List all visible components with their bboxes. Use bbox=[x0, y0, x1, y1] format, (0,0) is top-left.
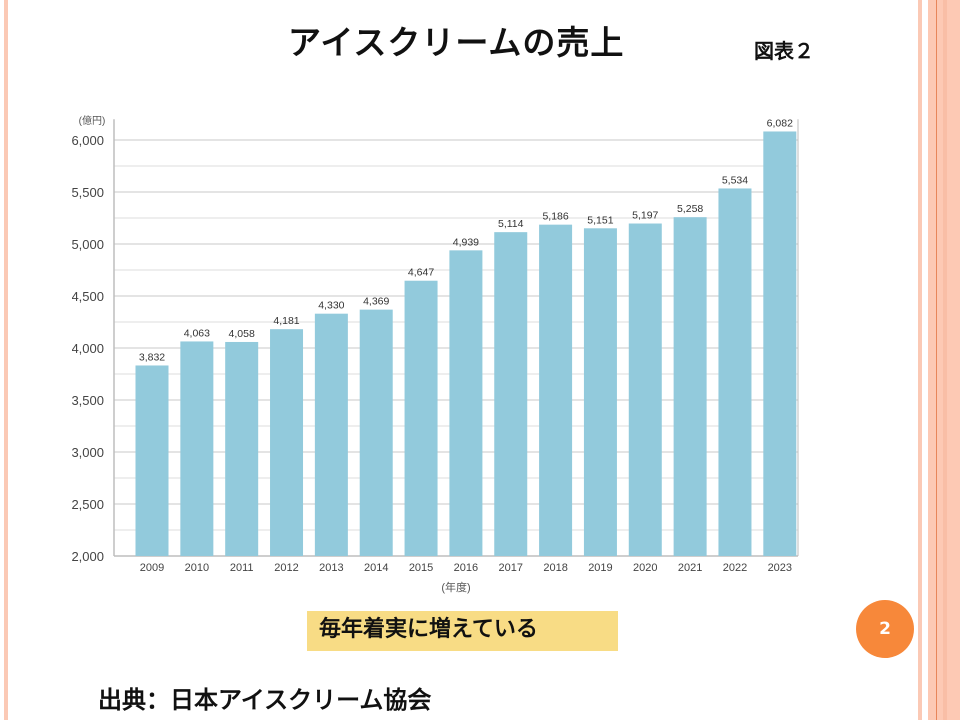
source-citation: 出典：日本アイスクリーム協会 bbox=[98, 686, 432, 714]
bars bbox=[135, 131, 797, 557]
value-label: 4,063 bbox=[184, 327, 210, 339]
x-tick-label: 2017 bbox=[499, 562, 523, 574]
bar bbox=[225, 341, 259, 556]
bar bbox=[135, 365, 169, 556]
bar bbox=[404, 280, 438, 556]
x-tick-label: 2010 bbox=[185, 562, 209, 574]
x-tick-label: 2019 bbox=[588, 562, 612, 574]
x-tick-label: 2023 bbox=[768, 562, 792, 574]
value-label: 4,181 bbox=[273, 315, 299, 327]
bar bbox=[449, 250, 483, 556]
figure-label: 図表２ bbox=[754, 39, 814, 63]
bar bbox=[180, 341, 214, 556]
right-stripe-thin bbox=[918, 0, 922, 720]
y-axis-label: (億円) bbox=[79, 114, 106, 127]
value-labels: 3,832 4,063 4,058 4,181 4,330 4,369 4,647 4,939… bbox=[139, 117, 793, 363]
note-highlight: 毎年着実に増えている bbox=[307, 611, 618, 651]
y-tick-label: 6,000 bbox=[71, 133, 104, 148]
x-tick-label: 2020 bbox=[633, 562, 657, 574]
bar bbox=[270, 329, 304, 556]
value-label: 6,082 bbox=[767, 117, 793, 129]
value-label: 4,369 bbox=[363, 296, 389, 308]
x-tick-labels: 2009 2010 2011 2012 2013 2014 2015 2016 2017 2018… bbox=[140, 562, 792, 574]
value-label: 5,114 bbox=[498, 218, 524, 230]
bar bbox=[583, 228, 617, 556]
value-label: 5,197 bbox=[632, 210, 658, 222]
value-label: 5,186 bbox=[542, 211, 568, 223]
y-tick-label: 5,000 bbox=[71, 237, 104, 252]
value-label: 5,258 bbox=[677, 203, 703, 215]
value-label: 5,151 bbox=[587, 214, 613, 226]
right-stripe-line bbox=[936, 0, 937, 720]
right-stripe-shade bbox=[943, 0, 947, 720]
value-label: 4,939 bbox=[453, 236, 479, 248]
y-tick-label: 3,500 bbox=[71, 393, 104, 408]
bar bbox=[539, 224, 573, 556]
x-tick-label: 2021 bbox=[678, 562, 702, 574]
value-label: 4,647 bbox=[408, 267, 434, 279]
x-tick-label: 2016 bbox=[454, 562, 478, 574]
x-tick-label: 2022 bbox=[723, 562, 747, 574]
value-label: 5,534 bbox=[722, 174, 748, 186]
bar bbox=[763, 131, 797, 557]
bar bbox=[314, 313, 348, 556]
value-label: 4,058 bbox=[229, 328, 255, 340]
x-tick-label: 2011 bbox=[230, 562, 254, 574]
bar bbox=[494, 232, 528, 557]
y-tick-label: 3,000 bbox=[71, 445, 104, 460]
slide-title: アイスクリームの売上 bbox=[288, 23, 625, 62]
x-tick-label: 2014 bbox=[364, 562, 388, 574]
bar bbox=[718, 188, 752, 557]
y-tick-label: 2,500 bbox=[71, 497, 104, 512]
x-tick-label: 2012 bbox=[274, 562, 298, 574]
left-stripe bbox=[4, 0, 8, 720]
value-label: 4,330 bbox=[318, 300, 344, 312]
x-tick-label: 2015 bbox=[409, 562, 433, 574]
page-number-badge: 2 bbox=[856, 600, 914, 658]
x-axis-label: (年度) bbox=[441, 580, 470, 594]
y-tick-label: 4,500 bbox=[71, 289, 104, 304]
bar bbox=[673, 217, 707, 556]
value-label: 3,832 bbox=[139, 351, 165, 363]
bar bbox=[359, 309, 393, 556]
y-tick-label: 5,500 bbox=[71, 185, 104, 200]
y-tick-labels: 2,000 2,500 3,000 3,500 4,000 4,500 5,000 5,500… bbox=[71, 133, 104, 564]
x-tick-label: 2009 bbox=[140, 562, 164, 574]
y-tick-label: 4,000 bbox=[71, 341, 104, 356]
bar bbox=[628, 223, 662, 556]
x-tick-label: 2013 bbox=[319, 562, 343, 574]
x-tick-label: 2018 bbox=[543, 562, 567, 574]
y-tick-label: 2,000 bbox=[71, 549, 104, 564]
